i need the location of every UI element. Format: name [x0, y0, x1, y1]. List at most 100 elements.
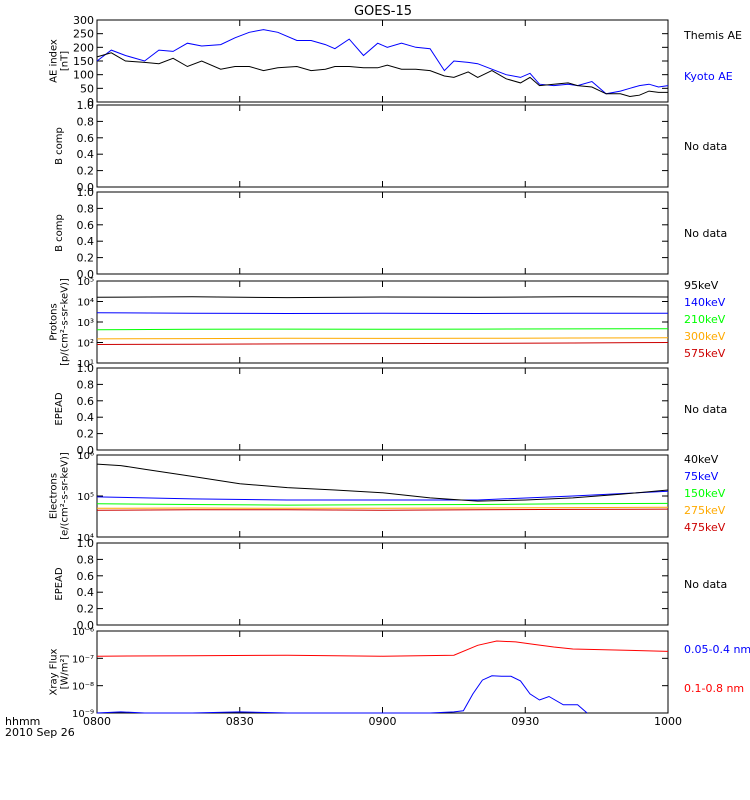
- y-tick-label: 0.6: [77, 570, 95, 583]
- y-tick-label: 1.0: [77, 186, 95, 199]
- series-line-40keV: [96, 463, 669, 502]
- series-line-Kyoto-AE: [96, 29, 669, 95]
- y-tick-label: 0.8: [77, 553, 95, 566]
- y-axis-label: Xray Flux: [49, 648, 60, 695]
- panel-frame: [96, 191, 669, 275]
- x-tick-label: 0930: [511, 715, 539, 728]
- x-tick-label: 0900: [369, 715, 397, 728]
- no-data-note: No data: [684, 227, 727, 240]
- y-tick-label: 0.2: [77, 603, 95, 616]
- y-tick-label: 0.0: [77, 619, 95, 632]
- y-tick-label: 0.6: [77, 132, 95, 145]
- time-corner-label: hhmm: [5, 715, 40, 728]
- y-tick-label: 10⁵: [77, 277, 94, 288]
- legend-entry: 275keV: [684, 504, 726, 517]
- chart-title: GOES-15: [354, 4, 412, 19]
- series-line-300keV: [96, 337, 669, 340]
- time-axis: hhmm 2010 Sep 26 0800 0830 0900 0930 1000: [5, 715, 682, 739]
- panel-protons: 10¹ 10² 10³ 10⁴ 10⁵ Protons [p/(cm²-s-sr-keV)]…: [49, 277, 726, 370]
- y-tick-label: 10⁶: [77, 451, 94, 462]
- y-tick-label: 10²: [77, 339, 94, 350]
- legend-entry: Themis AE: [683, 29, 742, 42]
- series-line-140keV: [96, 312, 668, 315]
- y-tick-label: 10⁻⁶: [72, 627, 94, 638]
- panel-frame: [96, 542, 669, 626]
- y-tick-label: 10¹: [77, 359, 94, 370]
- series-line-0-05-0-4-nm: [96, 675, 588, 714]
- panel-epead2: 0.0 0.2 0.4 0.6 0.8 1.0 EPEAD No data: [54, 537, 727, 632]
- series-line-75keV: [96, 490, 669, 501]
- y-tick-label: 0.4: [77, 235, 95, 248]
- date-label: 2010 Sep 26: [5, 726, 75, 739]
- legend-entry: 575keV: [684, 347, 726, 360]
- panel-epead1: 0.0 0.2 0.4 0.6 0.8 1.0 EPEAD No data: [54, 362, 727, 457]
- panel-frame: [96, 367, 669, 451]
- y-tick-label: 150: [73, 55, 94, 68]
- y-tick-label: 0: [87, 96, 94, 109]
- y-tick-label: 200: [73, 41, 94, 54]
- panel-xray: 10⁻⁹ 10⁻⁸ 10⁻⁷ 10⁻⁶ Xray Flux [W/m²] 0.05-0.4 …: [49, 627, 750, 720]
- y-axis-label: Electrons: [49, 473, 60, 519]
- legend-entry: 140keV: [684, 296, 726, 309]
- y-tick-label: 100: [73, 69, 94, 82]
- y-tick-label: 1.0: [77, 99, 95, 112]
- no-data-note: No data: [684, 403, 727, 416]
- y-tick-label: 10⁻⁸: [72, 682, 94, 693]
- y-tick-label: 10⁴: [77, 533, 94, 544]
- y-axis-label: B comp: [54, 127, 65, 165]
- panel-bcomp2: 0.0 0.2 0.4 0.6 0.8 1.0 B comp No data: [54, 186, 727, 281]
- y-axis-label: [W/m²]: [60, 654, 71, 689]
- y-tick-label: 10³: [77, 318, 94, 329]
- legend-entry: 75keV: [684, 470, 719, 483]
- y-axis-label: EPEAD: [54, 567, 65, 601]
- y-tick-label: 10⁴: [77, 298, 94, 309]
- legend-entry: 300keV: [684, 330, 726, 343]
- y-axis-label: B comp: [54, 214, 65, 252]
- y-axis-label: EPEAD: [54, 392, 65, 426]
- panel-frame: [96, 104, 669, 188]
- x-tick-label: 0830: [226, 715, 254, 728]
- legend-entry: 0.05-0.4 nm: [684, 643, 750, 656]
- series-line-275keV: [96, 506, 669, 509]
- y-tick-label: 0.2: [77, 165, 95, 178]
- series-line-575keV: [96, 342, 669, 345]
- y-tick-label: 1.0: [77, 537, 95, 550]
- y-axis-label: [e/(cm²-s-sr-keV)]: [60, 452, 71, 540]
- legend-entry: Kyoto AE: [684, 70, 733, 83]
- y-tick-label: 0.4: [77, 586, 95, 599]
- y-tick-label: 0.0: [77, 444, 95, 457]
- y-tick-label: 0.6: [77, 219, 95, 232]
- series-line-210keV: [96, 328, 669, 331]
- y-tick-label: 0.2: [77, 252, 95, 265]
- y-tick-label: 10⁻⁹: [72, 709, 94, 720]
- y-tick-label: 0.0: [77, 181, 95, 194]
- series-line-95keV: [96, 296, 669, 299]
- y-axis-label: AE index: [49, 39, 60, 83]
- series-line-0-1-0-8-nm: [96, 640, 669, 657]
- y-tick-label: 250: [73, 28, 94, 41]
- x-tick-label: 1000: [654, 715, 682, 728]
- y-tick-label: 50: [80, 82, 94, 95]
- legend-entry: 150keV: [684, 487, 726, 500]
- y-tick-label: 1.0: [77, 362, 95, 375]
- y-axis-label: [p/(cm²-s-sr-keV)]: [60, 278, 71, 366]
- y-tick-label: 0.8: [77, 378, 95, 391]
- legend-entry: 475keV: [684, 521, 726, 534]
- no-data-note: No data: [684, 140, 727, 153]
- panel-frame: [96, 19, 669, 103]
- y-tick-label: 0.8: [77, 115, 95, 128]
- y-tick-label: 0.8: [77, 202, 95, 215]
- panel-frame: [96, 630, 669, 714]
- y-tick-label: 0.2: [77, 428, 95, 441]
- panel-electrons: 10⁴ 10⁵ 10⁶ Electrons [e/(cm²-s-sr-keV)] 40ke…: [49, 451, 726, 544]
- no-data-note: No data: [684, 578, 727, 591]
- y-tick-label: 300: [73, 14, 94, 27]
- y-axis-label: Protons: [49, 303, 60, 340]
- panel-frame: [96, 280, 669, 364]
- legend-entry: 95keV: [684, 279, 719, 292]
- y-tick-label: 0.0: [77, 268, 95, 281]
- y-tick-label: 0.4: [77, 148, 95, 161]
- legend-entry: 210keV: [684, 313, 726, 326]
